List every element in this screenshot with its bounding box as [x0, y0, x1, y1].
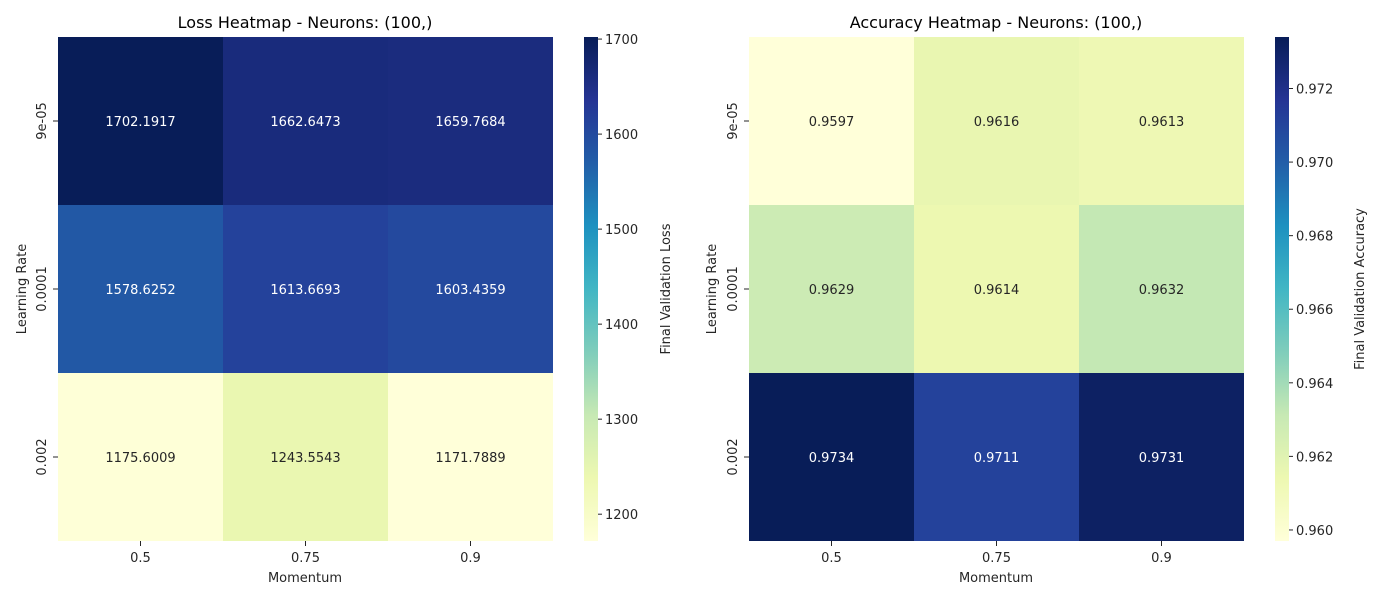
cell-value-label: 0.9629 [809, 283, 855, 298]
loss-colorbar-ticks: 1200 1300 1400 1500 1600 1700 [598, 33, 638, 523]
heatmap-cell [914, 373, 1079, 541]
accuracy-colorbar-label: Final Validation Accuracy [1353, 208, 1368, 370]
heatmap-cell [749, 37, 914, 205]
loss-heatmap-panel: Loss Heatmap - Neurons: (100,) 1702.1917… [15, 13, 674, 586]
accuracy-heatmap-cells: 0.9597 0.9616 0.9613 0.9629 0.9614 0.9632 0.97… [749, 37, 1244, 541]
x-tick-label: 0.5 [821, 551, 842, 566]
cell-value-label: 1578.6252 [105, 283, 175, 298]
loss-colorbar-label: Final Validation Loss [659, 223, 674, 354]
colorbar-tick-label: 0.960 [1296, 524, 1333, 539]
heatmap-cell [914, 37, 1079, 205]
cell-value-label: 1243.5543 [270, 451, 340, 466]
accuracy-y-ticks: 9e-05 0.0001 0.002 [726, 102, 749, 476]
accuracy-heatmap-panel: Accuracy Heatmap - Neurons: (100,) 0.959… [705, 13, 1368, 586]
x-tick-label: 0.5 [130, 551, 151, 566]
cell-value-label: 1171.7889 [435, 451, 505, 466]
accuracy-colorbar [1275, 37, 1289, 541]
cell-value-label: 0.9614 [974, 283, 1020, 298]
y-tick-label: 9e-05 [726, 102, 741, 140]
heatmap-cell [58, 373, 223, 541]
loss-x-ticks: 0.5 0.75 0.9 [130, 541, 481, 566]
heatmap-cell [223, 205, 388, 373]
accuracy-x-ticks: 0.5 0.75 0.9 [821, 541, 1172, 566]
accuracy-heatmap-title: Accuracy Heatmap - Neurons: (100,) [850, 13, 1143, 32]
cell-value-label: 0.9731 [1139, 451, 1185, 466]
accuracy-colorbar-ticks: 0.960 0.962 0.964 0.966 0.968 0.970 0.972 [1289, 83, 1333, 539]
cell-value-label: 1702.1917 [105, 115, 175, 130]
heatmap-cell [388, 37, 553, 205]
cell-value-label: 1603.4359 [435, 283, 505, 298]
heatmap-cell [223, 373, 388, 541]
colorbar-tick-label: 1500 [605, 223, 638, 238]
heatmap-cell [749, 373, 914, 541]
colorbar-tick-label: 0.966 [1296, 303, 1333, 318]
colorbar-tick-label: 1600 [605, 128, 638, 143]
x-tick-label: 0.9 [1151, 551, 1172, 566]
y-tick-label: 9e-05 [35, 102, 50, 140]
colorbar-tick-label: 0.970 [1296, 156, 1333, 171]
colorbar-tick-label: 0.962 [1296, 450, 1333, 465]
heatmap-cell [58, 37, 223, 205]
loss-colorbar [584, 37, 598, 541]
heatmap-cell [1079, 37, 1244, 205]
x-tick-label: 0.75 [982, 551, 1011, 566]
colorbar-tick-label: 1400 [605, 318, 638, 333]
heatmap-cell [223, 37, 388, 205]
colorbar-tick-label: 1700 [605, 33, 638, 48]
heatmap-cell [58, 205, 223, 373]
loss-heatmap-title: Loss Heatmap - Neurons: (100,) [178, 13, 433, 32]
heatmap-cell [1079, 373, 1244, 541]
colorbar-tick-label: 1200 [605, 508, 638, 523]
loss-y-ticks: 9e-05 0.0001 0.002 [35, 102, 58, 476]
accuracy-x-axis-label: Momentum [959, 571, 1033, 586]
cell-value-label: 0.9613 [1139, 115, 1185, 130]
x-tick-label: 0.9 [460, 551, 481, 566]
y-tick-label: 0.0001 [35, 266, 50, 312]
heatmap-cell [914, 205, 1079, 373]
cell-value-label: 1662.6473 [270, 115, 340, 130]
heatmap-cell [1079, 205, 1244, 373]
cell-value-label: 0.9616 [974, 115, 1020, 130]
cell-value-label: 1659.7684 [435, 115, 505, 130]
colorbar-tick-label: 0.968 [1296, 230, 1333, 245]
cell-value-label: 0.9632 [1139, 283, 1185, 298]
accuracy-y-axis-label: Learning Rate [705, 244, 720, 334]
colorbar-tick-label: 1300 [605, 413, 638, 428]
heatmap-cell [388, 205, 553, 373]
colorbar-tick-label: 0.972 [1296, 83, 1333, 98]
cell-value-label: 0.9734 [809, 451, 855, 466]
x-tick-label: 0.75 [291, 551, 320, 566]
loss-x-axis-label: Momentum [268, 571, 342, 586]
heatmap-cell [749, 205, 914, 373]
colorbar-tick-label: 0.964 [1296, 377, 1333, 392]
cell-value-label: 1175.6009 [105, 451, 175, 466]
cell-value-label: 0.9711 [974, 451, 1020, 466]
loss-y-axis-label: Learning Rate [15, 244, 30, 334]
y-tick-label: 0.002 [726, 438, 741, 475]
loss-heatmap-cells: 1702.1917 1662.6473 1659.7684 1578.6252 1613… [58, 37, 553, 541]
y-tick-label: 0.0001 [726, 266, 741, 312]
cell-value-label: 1613.6693 [270, 283, 340, 298]
y-tick-label: 0.002 [35, 438, 50, 475]
cell-value-label: 0.9597 [809, 115, 855, 130]
heatmap-cell [388, 373, 553, 541]
